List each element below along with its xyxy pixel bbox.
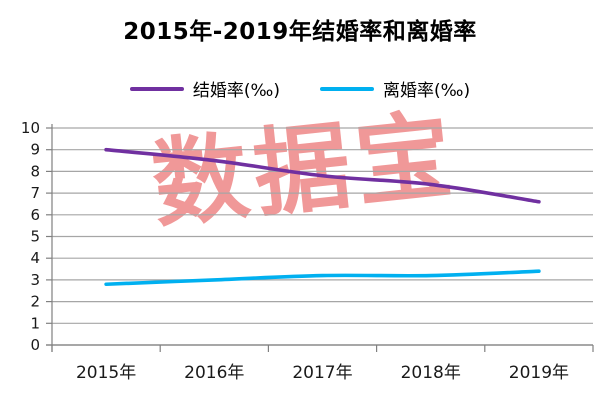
y-tick-label: 0 xyxy=(30,336,40,354)
legend-item-marriage-rate: 结婚率(‰) xyxy=(129,76,280,101)
y-tick-label: 6 xyxy=(30,206,40,224)
x-tick-label: 2016年 xyxy=(184,363,244,383)
x-tick-label: 2017年 xyxy=(292,363,352,383)
legend-label: 结婚率(‰) xyxy=(192,81,280,101)
chart-title: 2015年-2019年结婚率和离婚率 xyxy=(123,19,477,45)
y-tick-label: 7 xyxy=(30,184,40,202)
y-tick-label: 3 xyxy=(30,271,40,289)
y-tick-label: 2 xyxy=(30,293,40,311)
x-tick-label: 2019年 xyxy=(509,363,569,383)
x-tick-label: 2015年 xyxy=(76,363,136,383)
marriage-rate-line xyxy=(104,147,541,204)
y-tick-label: 4 xyxy=(30,249,40,267)
divorce-rate-line xyxy=(104,269,541,287)
legend-label: 离婚率(‰) xyxy=(383,81,471,101)
legend-item-divorce-rate: 离婚率(‰) xyxy=(320,76,470,101)
y-tick-label: 1 xyxy=(30,314,40,332)
divorce-rate-line-swatch xyxy=(320,86,374,91)
y-tick-label: 9 xyxy=(30,141,40,159)
y-tick-label: 5 xyxy=(30,228,40,246)
x-tick-label: 2018年 xyxy=(401,363,461,383)
y-tick-label: 8 xyxy=(30,162,40,180)
marriage-rate-line-swatch xyxy=(129,86,184,91)
legend: 结婚率(‰) 离婚率(‰) xyxy=(0,76,600,101)
y-tick-label: 10 xyxy=(21,119,40,137)
